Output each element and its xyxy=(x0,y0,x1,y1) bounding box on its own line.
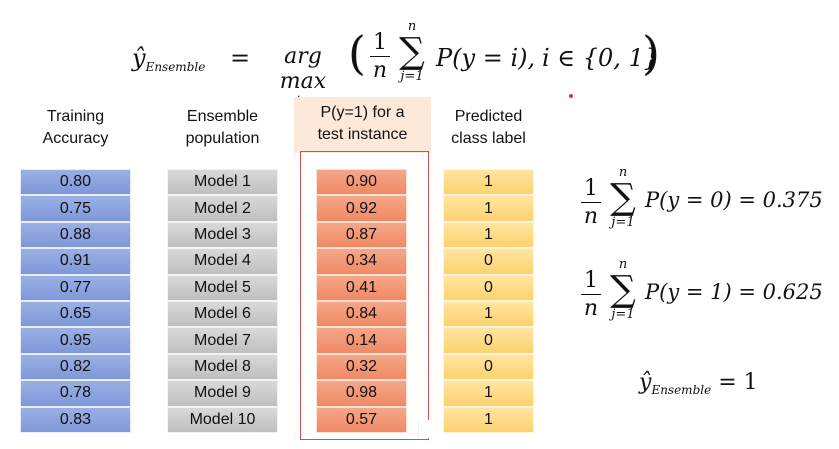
model-cell: Model 8 xyxy=(167,353,278,381)
ensemble-argmax-formula: ŷEnsemble = arg max i ( 1 n n ∑ j=1 P(y … xyxy=(132,19,692,110)
model-cell: Model 7 xyxy=(167,327,278,354)
y-hat-ensemble: ŷEnsemble xyxy=(132,44,206,74)
accuracy-cell: 0.65 xyxy=(20,300,131,328)
probability-cell: 0.84 xyxy=(316,300,407,328)
probability-cell: 0.90 xyxy=(316,169,407,196)
predicted-label-cell: 1 xyxy=(443,221,534,249)
fraction-1-over-n: 1 n xyxy=(581,176,601,229)
predicted-label-cell: 1 xyxy=(443,406,534,433)
mean-prob-class-1: 1 n n ∑ j=1 P(y = 1) = 0.625 xyxy=(581,258,831,332)
probability-column: 0.90 0.92 0.87 0.34 0.41 0.84 0.14 0.32 0.98 0.57 xyxy=(316,169,407,433)
accuracy-cell: 0.80 xyxy=(20,169,131,196)
model-cell: Model 1 xyxy=(167,169,278,196)
model-cell: Model 3 xyxy=(167,221,278,249)
red-dot-marker xyxy=(569,94,573,98)
summation-sign: n ∑ j=1 xyxy=(610,257,636,322)
probability-column-frame xyxy=(300,151,429,440)
open-paren: ( xyxy=(348,26,366,80)
predicted-label-cell: 1 xyxy=(443,169,534,196)
cursor-artifact xyxy=(418,420,429,438)
prob-header-background xyxy=(294,97,431,153)
probability-cell: 0.32 xyxy=(316,353,407,381)
accuracy-cell: 0.82 xyxy=(20,353,131,381)
close-paren: ) xyxy=(642,26,660,80)
model-cell: Model 5 xyxy=(167,274,278,301)
accuracy-cell: 0.78 xyxy=(20,380,131,407)
model-cell: Model 4 xyxy=(167,248,278,275)
model-cell: Model 9 xyxy=(167,380,278,407)
model-column: Model 1 Model 2 Model 3 Model 4 Model 5 Model… xyxy=(167,169,278,433)
accuracy-cell: 0.91 xyxy=(20,248,131,275)
predicted-label-cell: 0 xyxy=(443,274,534,301)
accuracy-cell: 0.88 xyxy=(20,221,131,249)
model-cell: Model 2 xyxy=(167,195,278,222)
accuracy-cell: 0.95 xyxy=(20,327,131,354)
predicted-label-cell: 1 xyxy=(443,380,534,407)
accuracy-cell: 0.77 xyxy=(20,274,131,301)
probability-cell: 0.57 xyxy=(316,406,407,433)
predicted-label-cell: 1 xyxy=(443,300,534,328)
predicted-label-cell: 0 xyxy=(443,353,534,381)
mean-prob-class-0: 1 n n ∑ j=1 P(y = 0) = 0.375 xyxy=(581,166,831,240)
equals-sign: = xyxy=(230,44,251,72)
probability-cell: 0.34 xyxy=(316,248,407,275)
fraction-1-over-n: 1 n xyxy=(581,268,601,321)
index-set: i ∈ {0, 1} xyxy=(542,44,660,72)
header-probability: P(y=1) for a test instance xyxy=(317,104,408,143)
prob-class-0-value: P(y = 0) = 0.375 xyxy=(645,188,823,212)
model-cell: Model 6 xyxy=(167,300,278,328)
prob-class-1-value: P(y = 1) = 0.625 xyxy=(645,280,823,304)
summation-sign: n ∑ j=1 xyxy=(399,19,425,84)
probability-cell: 0.41 xyxy=(316,274,407,301)
final-ensemble-prediction: ŷEnsemble = 1 xyxy=(639,370,758,397)
predicted-label-cell: 0 xyxy=(443,248,534,275)
fraction-1-over-n: 1 n xyxy=(370,30,390,83)
header-training-accuracy: Training Accuracy xyxy=(42,108,109,147)
predicted-label-cell: 1 xyxy=(443,195,534,222)
probability-term: P(y = i), xyxy=(436,44,536,72)
probability-cell: 0.87 xyxy=(316,221,407,249)
header-predicted-label: Predicted class label xyxy=(451,108,526,147)
predicted-label-cell: 0 xyxy=(443,327,534,354)
probability-cell: 0.98 xyxy=(316,380,407,407)
accuracy-column: 0.80 0.75 0.88 0.91 0.77 0.65 0.95 0.82 0.78 0.83 xyxy=(20,169,131,433)
probability-cell: 0.92 xyxy=(316,195,407,222)
header-ensemble-population: Ensemble population xyxy=(185,108,260,147)
accuracy-cell: 0.83 xyxy=(20,406,131,433)
accuracy-cell: 0.75 xyxy=(20,195,131,222)
probability-cell: 0.14 xyxy=(316,327,407,354)
model-cell: Model 10 xyxy=(167,406,278,433)
summation-sign: n ∑ j=1 xyxy=(610,165,636,230)
